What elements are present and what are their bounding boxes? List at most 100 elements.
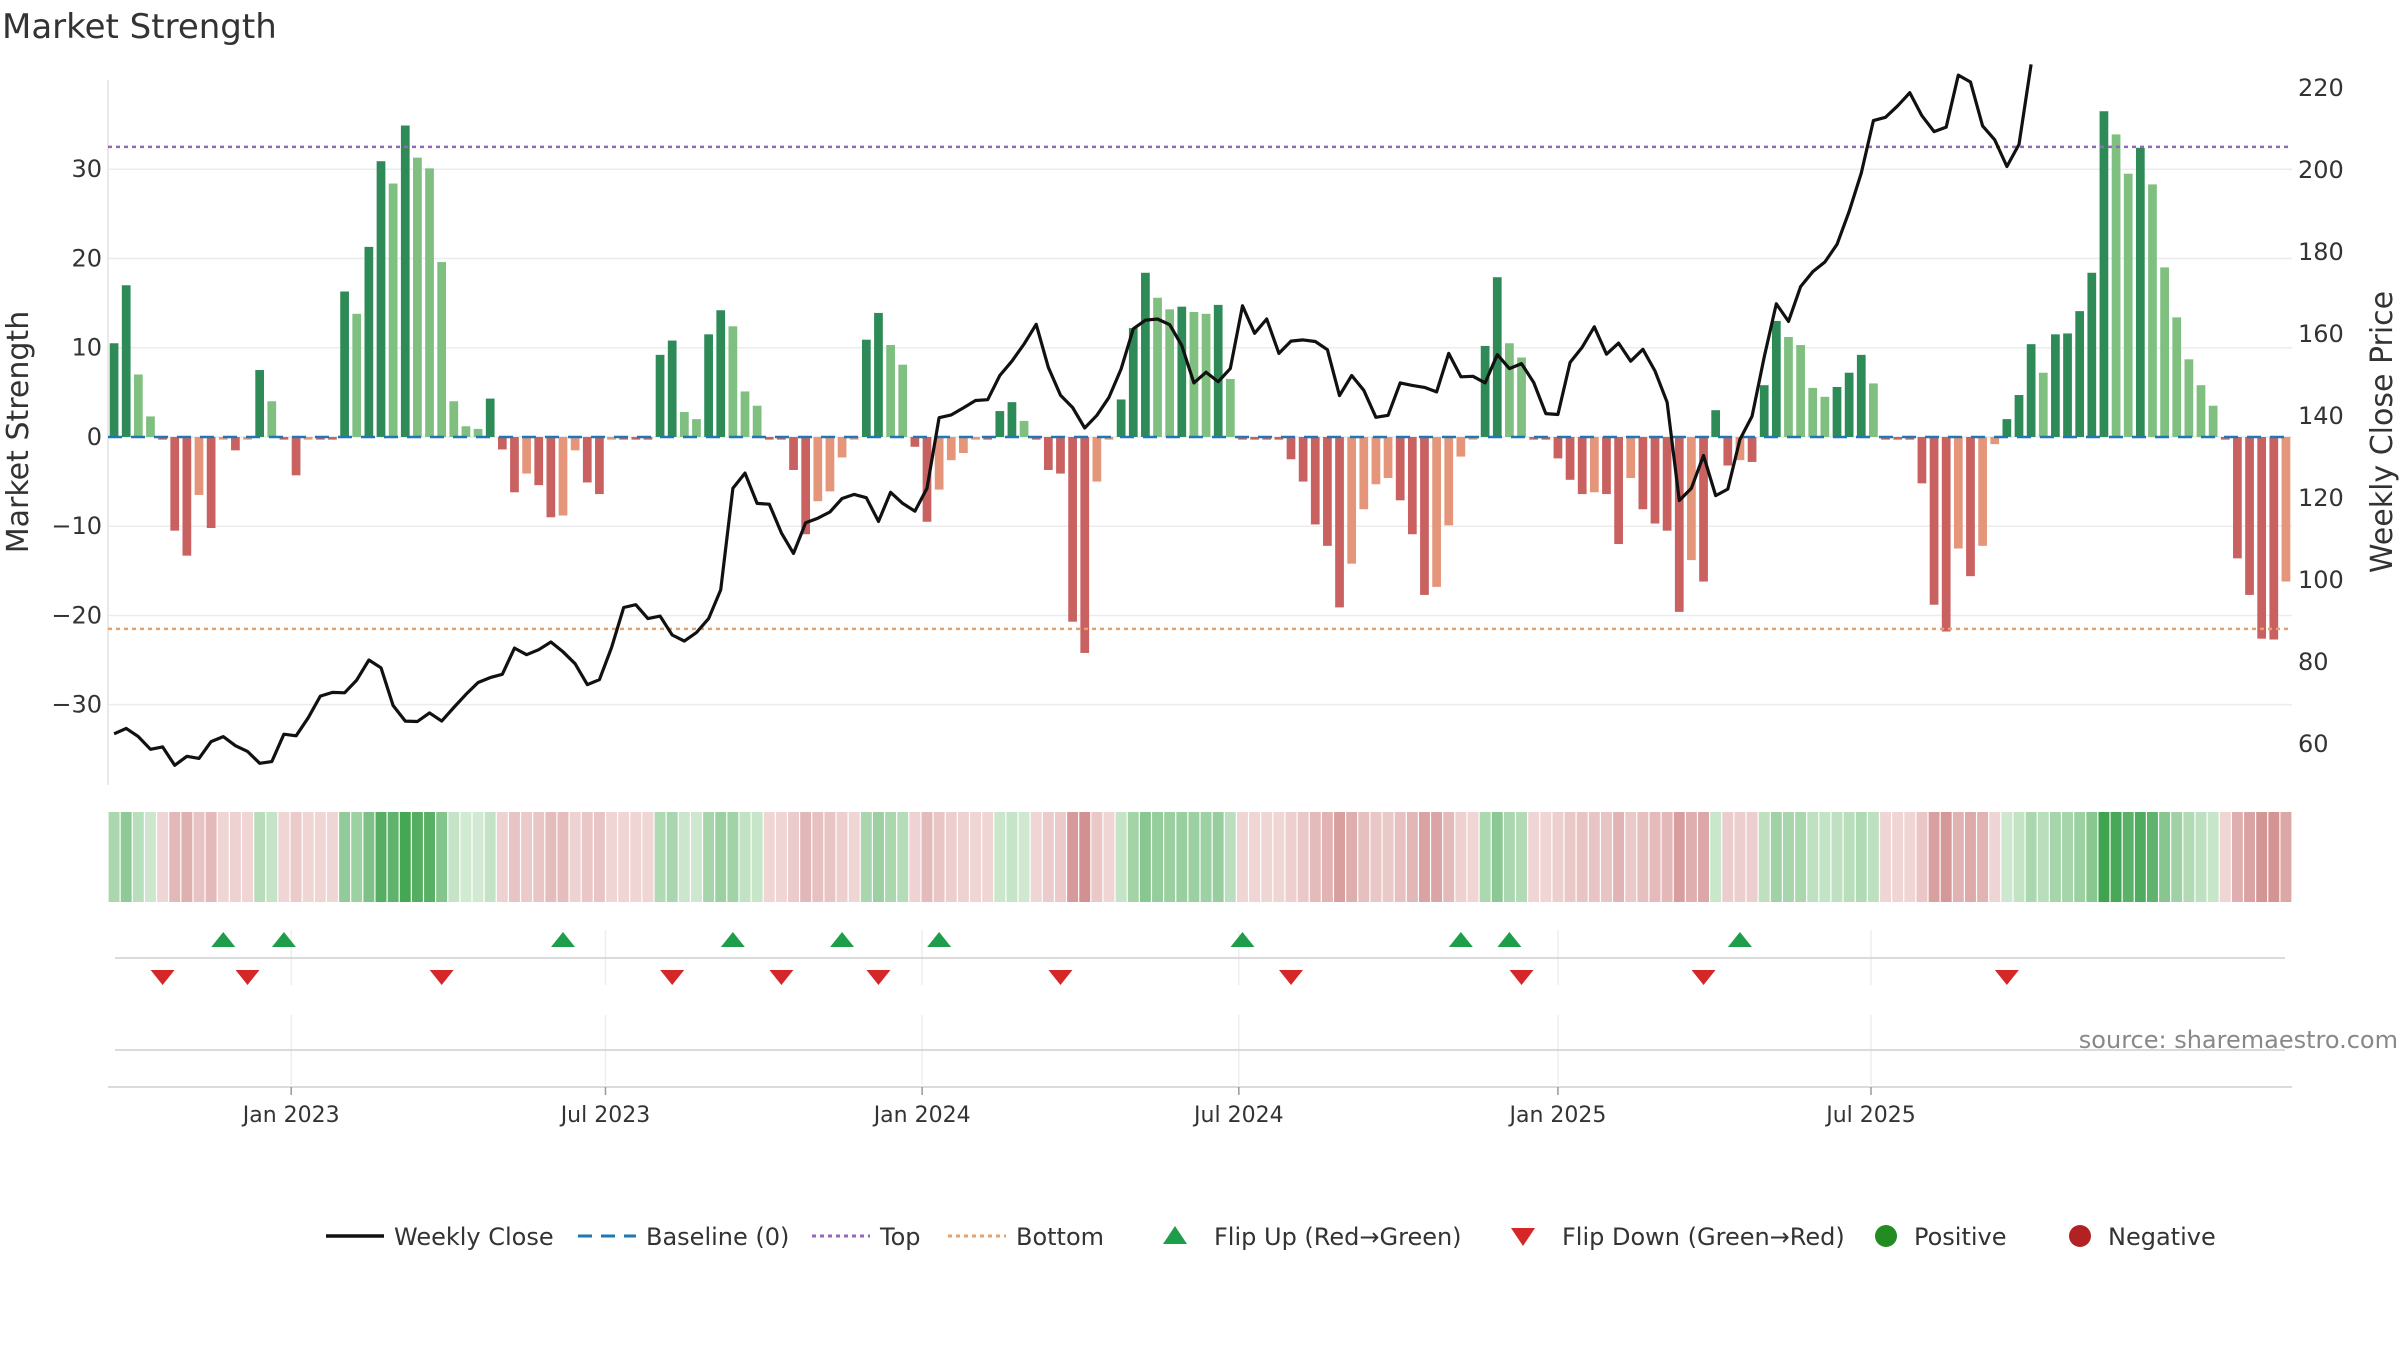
heat-cell <box>2147 812 2158 902</box>
strength-bar <box>655 354 665 437</box>
strength-bar <box>1274 436 1284 440</box>
strength-bar <box>1808 387 1818 437</box>
heat-cell <box>1783 812 1794 902</box>
legend-swatch-flip-up-icon <box>1163 1226 1187 1244</box>
heat-cell <box>157 812 169 902</box>
heat-cell <box>1613 812 1625 902</box>
heat-cell <box>970 812 981 902</box>
strength-bar <box>1347 436 1357 564</box>
weekly-close-line <box>113 64 2033 767</box>
strength-bar <box>764 436 774 440</box>
heat-cell <box>145 812 156 902</box>
strength-bar <box>546 436 556 518</box>
heat-cell <box>1479 812 1491 902</box>
heat-cell <box>1503 812 1515 902</box>
heat-cell <box>1843 812 1855 902</box>
heat-cell <box>630 812 642 902</box>
date-tick-label: Jan 2024 <box>872 1103 971 1128</box>
legend-swatch-dot <box>1875 1225 1897 1247</box>
strength-bar <box>1444 436 1454 526</box>
strength-bar <box>728 326 738 437</box>
strength-bar <box>340 291 349 437</box>
strength-bar <box>1407 436 1417 535</box>
strength-bar <box>1080 436 1090 653</box>
strength-bar <box>255 370 265 437</box>
strength-bar <box>388 183 398 437</box>
strength-bar <box>570 436 580 451</box>
heat-cell <box>1564 812 1576 902</box>
strength-bar <box>1941 436 1951 632</box>
heat-cell <box>1637 812 1649 902</box>
heat-cell <box>1358 812 1370 902</box>
strength-bar <box>1759 385 1769 437</box>
heat-cell <box>2098 812 2110 902</box>
heat-cell <box>933 812 945 902</box>
strength-bar <box>1225 378 1235 437</box>
heat-cell <box>460 812 472 902</box>
strength-bar <box>789 436 798 470</box>
strength-bar <box>1201 313 1211 437</box>
strength-bar <box>425 168 434 437</box>
heat-cell <box>533 812 545 902</box>
flip-down-marker <box>150 970 175 985</box>
strength-bar <box>1784 337 1793 437</box>
heat-cell <box>1892 812 1904 902</box>
strength-bar <box>1238 436 1247 440</box>
heat-cell <box>302 812 314 902</box>
legend-label: Flip Up (Red→Green) <box>1214 1223 1462 1251</box>
flip-down-marker <box>866 970 891 985</box>
strength-bar <box>1638 436 1648 510</box>
heat-cell <box>363 812 375 902</box>
heat-cell <box>1552 812 1564 902</box>
strength-bar <box>1577 436 1587 495</box>
heat-cell <box>1467 812 1479 902</box>
heat-cell <box>2268 812 2280 902</box>
heat-cell <box>1455 812 1467 902</box>
heat-cell <box>1588 812 1600 902</box>
strength-bar <box>971 436 980 440</box>
heat-cell <box>496 812 508 902</box>
strength-bar <box>1432 436 1441 587</box>
right-tick-label: 180 <box>2298 238 2344 266</box>
heat-cell <box>2001 812 2013 902</box>
right-tick-label: 200 <box>2298 156 2344 184</box>
strength-bar <box>2257 436 2267 639</box>
strength-bar <box>1189 312 1199 437</box>
strength-bar <box>1917 436 1927 484</box>
heat-cell <box>1067 812 1079 902</box>
heat-cell <box>169 812 181 902</box>
heat-cell <box>1722 812 1734 902</box>
heat-cell <box>2049 812 2061 902</box>
heat-cell <box>132 812 144 902</box>
strength-bar <box>1978 436 1987 546</box>
strength-bar <box>1662 436 1672 531</box>
heat-cell <box>909 812 921 902</box>
left-tick-label: 10 <box>71 334 102 362</box>
strength-bar <box>1869 383 1878 437</box>
heat-cell <box>1795 812 1807 902</box>
strength-bar <box>1068 436 1077 622</box>
legend-swatch-flip-down-icon <box>1511 1228 1535 1246</box>
strength-bar <box>1092 436 1102 482</box>
strength-bar <box>2220 436 2230 440</box>
strength-bar <box>303 436 313 440</box>
strength-bar <box>182 436 192 556</box>
strength-bar <box>2160 267 2169 437</box>
heat-cell <box>193 812 205 902</box>
heat-cell <box>1855 812 1867 902</box>
legend-item: Flip Down (Green→Red) <box>1511 1223 1845 1251</box>
heat-cell <box>1139 812 1151 902</box>
legend-label: Positive <box>1914 1223 2007 1251</box>
strength-bar <box>874 312 883 437</box>
heat-cell <box>411 812 423 902</box>
heat-cell <box>2037 812 2049 902</box>
strength-bar <box>1929 436 1939 605</box>
right-tick-label: 80 <box>2298 648 2329 676</box>
heat-cell <box>1977 812 1989 902</box>
strength-bar <box>2002 419 2012 437</box>
left-tick-label: 20 <box>71 244 102 272</box>
strength-bar <box>813 436 823 502</box>
legend-item: Top <box>812 1223 921 1251</box>
heat-cell <box>1965 812 1976 902</box>
strength-bar <box>1723 436 1733 466</box>
